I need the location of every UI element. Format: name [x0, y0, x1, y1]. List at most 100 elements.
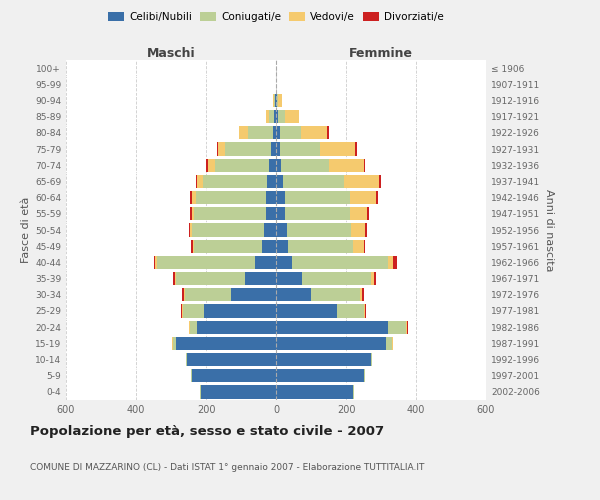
Bar	[288, 240, 353, 253]
Text: Femmine: Femmine	[349, 47, 413, 60]
Legend: Celibi/Nubili, Coniugati/e, Vedovi/e, Divorziati/e: Celibi/Nubili, Coniugati/e, Vedovi/e, Di…	[104, 8, 448, 26]
Bar	[197, 175, 203, 188]
Bar	[267, 175, 276, 188]
Bar	[181, 304, 182, 318]
Bar	[276, 158, 281, 172]
Bar	[206, 158, 208, 172]
Bar	[362, 288, 364, 302]
Bar	[269, 158, 276, 172]
Bar	[301, 126, 327, 140]
Bar	[196, 191, 265, 204]
Bar	[285, 191, 349, 204]
Bar	[349, 191, 376, 204]
Bar	[217, 142, 218, 156]
Bar	[276, 126, 280, 140]
Bar	[386, 336, 392, 350]
Bar	[351, 224, 365, 236]
Bar	[276, 110, 278, 124]
Bar	[182, 304, 183, 318]
Bar	[374, 272, 376, 285]
Bar	[204, 304, 276, 318]
Bar	[196, 175, 197, 188]
Bar	[285, 207, 349, 220]
Bar	[274, 94, 275, 107]
Bar	[276, 320, 388, 334]
Bar	[272, 94, 274, 107]
Bar	[276, 191, 285, 204]
Bar	[276, 224, 287, 236]
Bar	[190, 207, 192, 220]
Bar	[276, 336, 386, 350]
Bar	[248, 126, 272, 140]
Bar	[276, 272, 302, 285]
Bar	[371, 272, 374, 285]
Bar	[245, 272, 276, 285]
Bar	[278, 94, 282, 107]
Bar	[203, 175, 267, 188]
Bar	[183, 304, 204, 318]
Bar	[192, 369, 276, 382]
Bar	[172, 336, 173, 350]
Bar	[278, 110, 285, 124]
Bar	[388, 320, 406, 334]
Bar	[201, 386, 276, 398]
Bar	[194, 240, 262, 253]
Bar	[265, 207, 276, 220]
Bar	[320, 142, 355, 156]
Bar	[280, 142, 320, 156]
Bar	[327, 126, 329, 140]
Bar	[215, 158, 269, 172]
Bar	[376, 191, 377, 204]
Bar	[276, 240, 288, 253]
Bar	[264, 224, 276, 236]
Bar	[173, 272, 175, 285]
Bar	[155, 256, 157, 269]
Bar	[281, 158, 329, 172]
Bar	[265, 191, 276, 204]
Bar	[265, 110, 269, 124]
Bar	[276, 175, 283, 188]
Bar	[175, 272, 176, 285]
Bar	[277, 94, 278, 107]
Bar	[275, 94, 276, 107]
Bar	[182, 288, 184, 302]
Bar	[187, 353, 276, 366]
Bar	[190, 320, 197, 334]
Bar	[225, 142, 271, 156]
Bar	[364, 158, 365, 172]
Y-axis label: Anni di nascita: Anni di nascita	[544, 188, 554, 271]
Bar	[176, 336, 276, 350]
Bar	[287, 224, 351, 236]
Bar	[191, 240, 193, 253]
Bar	[360, 288, 362, 302]
Bar	[349, 207, 367, 220]
Bar	[371, 353, 372, 366]
Bar	[337, 304, 364, 318]
Bar	[154, 256, 155, 269]
Bar	[353, 386, 354, 398]
Bar	[173, 336, 176, 350]
Bar	[292, 256, 388, 269]
Bar	[276, 94, 277, 107]
Bar	[197, 320, 276, 334]
Bar	[218, 142, 225, 156]
Bar	[276, 207, 285, 220]
Bar	[186, 353, 187, 366]
Bar	[276, 353, 371, 366]
Bar	[276, 142, 280, 156]
Bar	[192, 191, 196, 204]
Bar	[255, 256, 276, 269]
Bar	[200, 386, 201, 398]
Text: Popolazione per età, sesso e stato civile - 2007: Popolazione per età, sesso e stato civil…	[30, 425, 384, 438]
Bar	[191, 369, 192, 382]
Bar	[283, 175, 344, 188]
Bar	[188, 320, 189, 334]
Bar	[364, 240, 365, 253]
Bar	[276, 369, 364, 382]
Bar	[274, 110, 276, 124]
Bar	[185, 288, 230, 302]
Bar	[367, 207, 369, 220]
Bar	[329, 158, 364, 172]
Bar	[189, 320, 190, 334]
Text: Maschi: Maschi	[146, 47, 196, 60]
